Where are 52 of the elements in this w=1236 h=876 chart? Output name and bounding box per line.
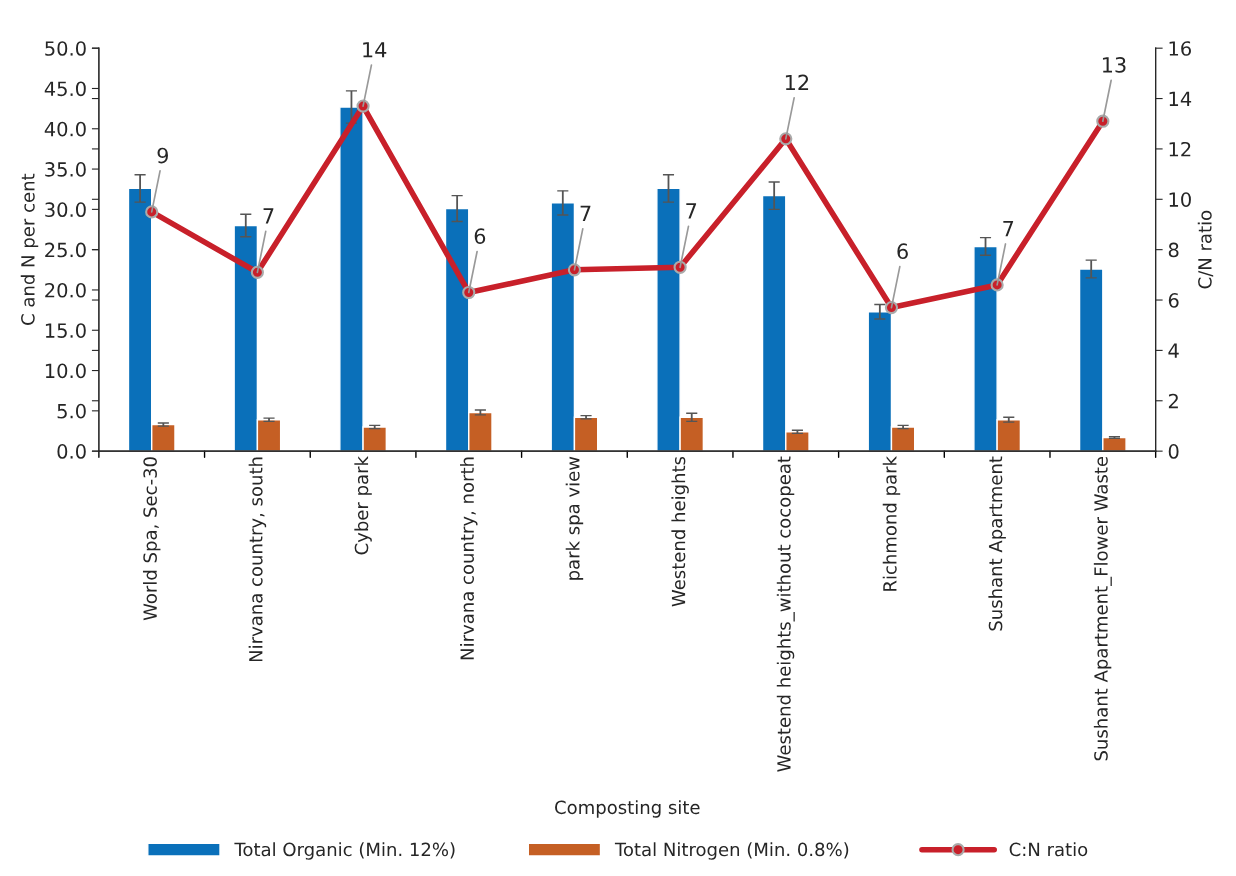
data-label: 7: [1003, 220, 1014, 237]
x-tick-label: Nirvana country, north: [460, 457, 478, 660]
legend-label: C:N ratio: [1009, 842, 1088, 857]
x-tick-label: Sushant Apartment: [988, 456, 1006, 631]
y-tick-label: 35.0: [45, 162, 86, 177]
point: [990, 278, 1004, 292]
y-tick-label: 15.0: [45, 323, 86, 338]
point: [1096, 114, 1110, 128]
data-label: 7: [263, 208, 274, 224]
y-tick-label: 5.0: [57, 403, 86, 419]
point: [250, 265, 264, 279]
point: [145, 205, 159, 219]
y2-tick-label: 12: [1169, 141, 1191, 157]
data-label: 9: [157, 147, 168, 164]
y2-tick-label: 14: [1169, 91, 1192, 106]
y2-tick-label: 8: [1168, 242, 1179, 258]
y-tick-label: 10.0: [45, 363, 86, 379]
x-tick-label: World Spa, Sec-30: [142, 457, 161, 621]
y-axis-title: C and N per cent: [20, 173, 39, 325]
data-label: 14: [363, 42, 387, 58]
point: [567, 263, 582, 277]
data-label: 6: [474, 228, 486, 244]
y2-axis-title: C/N ratio: [1197, 210, 1214, 289]
y2-tick-label: 2: [1168, 393, 1178, 409]
x-tick-label: Nirvana country, south: [248, 457, 267, 662]
x-tick-label: park spa view: [565, 456, 584, 580]
point: [779, 132, 793, 146]
x-tick-label: Westend heights: [671, 456, 689, 607]
x-tick-label: Sushant Apartment_Flower Waste: [1093, 456, 1112, 761]
y2-tick-label: 4: [1168, 343, 1179, 358]
y-tick-label: 45.0: [44, 81, 86, 97]
data-label: 12: [785, 74, 809, 91]
legend-label: Total Nitrogen (Min. 0.8%): [614, 842, 849, 860]
legend-label: Total Organic (Min. 12%): [234, 842, 455, 860]
y-tick-label: 30.0: [45, 202, 86, 218]
y-tick-label: 0.0: [57, 444, 86, 459]
y-tick-label: 40.0: [44, 121, 86, 137]
data-label: 7: [580, 205, 591, 222]
data-label: 7: [686, 203, 697, 219]
y2-tick-label: 6: [1168, 292, 1179, 308]
y-tick-label: 20.0: [45, 282, 86, 298]
x-tick-label: Richmond park: [882, 456, 901, 591]
x-tick-label: Cyber park: [354, 456, 372, 555]
data-label: 6: [897, 243, 908, 260]
y2-tick-label: 10: [1169, 192, 1191, 207]
y-tick-label: 25.0: [45, 242, 86, 258]
x-axis-title: Composting site: [555, 800, 700, 818]
y2-tick-label: 16: [1169, 41, 1191, 56]
data-label: 13: [1102, 56, 1126, 73]
x-tick-label: Westend heights_without cocopeat: [776, 456, 795, 772]
y-tick-label: 50.0: [45, 41, 86, 56]
y2-tick-label: 0: [1168, 444, 1179, 459]
